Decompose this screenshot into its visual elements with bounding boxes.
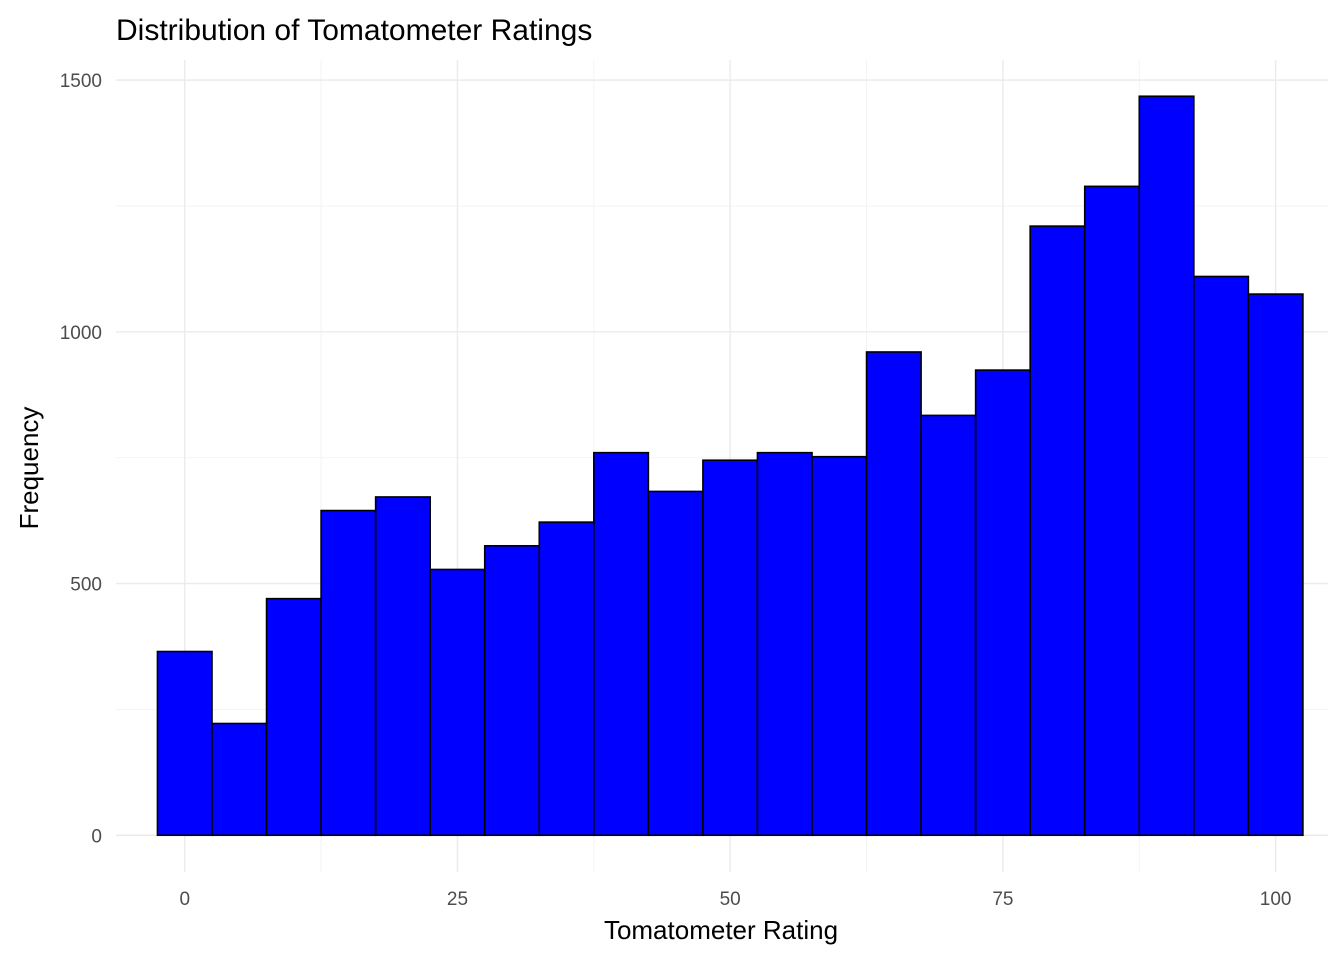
- y-tick-label: 0: [91, 826, 102, 847]
- histogram-bar: [1193, 275, 1250, 837]
- x-tick-label: 0: [179, 889, 190, 910]
- x-tick-label: 100: [1260, 889, 1292, 910]
- histogram-bar: [156, 650, 213, 837]
- histogram-bar: [374, 496, 431, 837]
- histogram-bar: [1247, 293, 1304, 837]
- histogram-bar: [702, 459, 759, 837]
- histogram-bar: [811, 455, 868, 837]
- chart-title: Distribution of Tomatometer Ratings: [116, 14, 592, 47]
- y-axis-title: Frequency: [14, 407, 44, 530]
- histogram-bar: [593, 451, 650, 837]
- y-tick-label: 1000: [60, 323, 102, 344]
- x-tick-label: 75: [992, 889, 1013, 910]
- histogram-bar: [483, 544, 541, 837]
- histogram-bar: [1138, 95, 1195, 837]
- x-axis-title: Tomatometer Rating: [604, 915, 838, 945]
- histogram-bar: [211, 722, 268, 837]
- y-tick-label: 1500: [60, 71, 102, 92]
- histogram-bar: [647, 490, 704, 837]
- histogram-bar: [1029, 225, 1086, 837]
- histogram-bar: [320, 509, 377, 837]
- histogram-bar: [756, 451, 813, 837]
- histogram-bar: [1083, 185, 1141, 837]
- x-tick-labels: 0 25 50 75 100: [179, 889, 1291, 910]
- y-tick-labels: 0 500 1000 1500: [60, 71, 102, 847]
- histogram-bar: [920, 414, 977, 837]
- x-tick-label: 50: [720, 889, 741, 910]
- bars-layer: [156, 95, 1304, 837]
- histogram-bar: [265, 597, 322, 837]
- histogram-bar: [974, 369, 1031, 837]
- histogram-bar: [538, 521, 595, 837]
- y-tick-label: 500: [70, 575, 102, 596]
- histogram-bar: [429, 568, 486, 837]
- x-tick-label: 25: [447, 889, 468, 910]
- histogram-bar: [865, 351, 922, 837]
